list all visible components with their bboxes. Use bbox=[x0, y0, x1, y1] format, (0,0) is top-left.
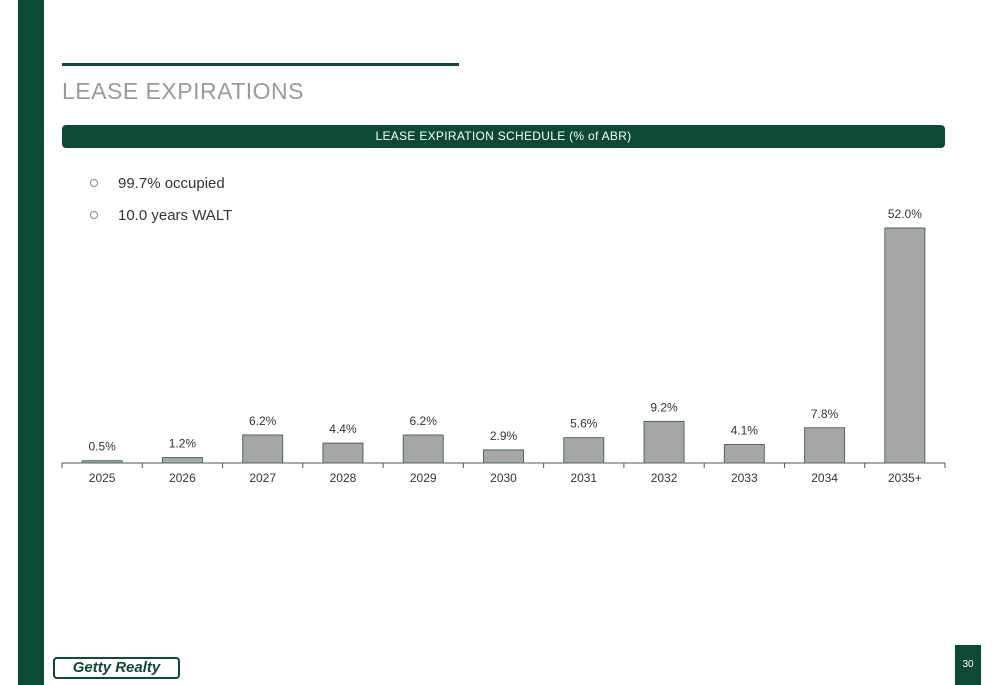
bullet-walt: 10.0 years WALT bbox=[118, 206, 233, 224]
page-title: LEASE EXPIRATIONS bbox=[62, 78, 304, 104]
data-label: 4.1% bbox=[731, 423, 759, 437]
bar-2033 bbox=[723, 443, 765, 464]
x-tick-label: 2030 bbox=[490, 471, 517, 485]
data-label: 6.2% bbox=[410, 414, 438, 428]
data-label: 4.4% bbox=[329, 422, 357, 436]
x-tick-label: 2025 bbox=[89, 471, 116, 485]
x-tick-label: 2034 bbox=[811, 471, 838, 485]
data-label: 5.6% bbox=[570, 417, 598, 431]
x-tick-label: 2031 bbox=[570, 471, 597, 485]
left-accent-band bbox=[18, 0, 44, 685]
bar-2032 bbox=[643, 420, 685, 464]
x-tick-label: 2032 bbox=[651, 471, 678, 485]
chart-banner: LEASE EXPIRATION SCHEDULE (% of ABR) bbox=[62, 125, 945, 148]
page-number: 30 bbox=[955, 645, 981, 685]
bar-2031 bbox=[563, 437, 605, 464]
x-tick-label: 2026 bbox=[169, 471, 196, 485]
data-label: 9.2% bbox=[650, 400, 678, 414]
x-tick-label: 2028 bbox=[330, 471, 357, 485]
data-label: 6.2% bbox=[249, 414, 277, 428]
x-tick-label: 2027 bbox=[249, 471, 276, 485]
bar-2034 bbox=[804, 427, 846, 464]
bullet-occupancy: 99.7% occupied bbox=[118, 174, 225, 192]
list-item: 99.7% occupied bbox=[90, 167, 232, 199]
x-tick-label: 2035+ bbox=[888, 471, 922, 485]
x-tick-label: 2033 bbox=[731, 471, 758, 485]
title-rule bbox=[62, 63, 459, 66]
bar-2025 bbox=[81, 460, 123, 464]
bar-2027 bbox=[242, 434, 284, 464]
bar-2028 bbox=[322, 442, 364, 464]
circle-bullet-icon bbox=[90, 179, 98, 187]
bar-2035+ bbox=[884, 227, 926, 464]
data-label: 52.0% bbox=[888, 207, 922, 221]
highlights-list: 99.7% occupied 10.0 years WALT bbox=[90, 167, 232, 231]
x-tick-label: 2029 bbox=[410, 471, 437, 485]
data-label: 7.8% bbox=[811, 407, 839, 421]
bar-2030 bbox=[483, 449, 524, 464]
getty-realty-logo: Getty Realty bbox=[53, 657, 180, 679]
list-item: 10.0 years WALT bbox=[90, 199, 232, 231]
bar-2029 bbox=[402, 434, 444, 464]
data-label: 1.2% bbox=[169, 437, 197, 451]
data-label: 2.9% bbox=[490, 429, 518, 443]
bar-2026 bbox=[161, 457, 203, 464]
circle-bullet-icon bbox=[90, 211, 98, 219]
data-label: 0.5% bbox=[88, 440, 116, 454]
